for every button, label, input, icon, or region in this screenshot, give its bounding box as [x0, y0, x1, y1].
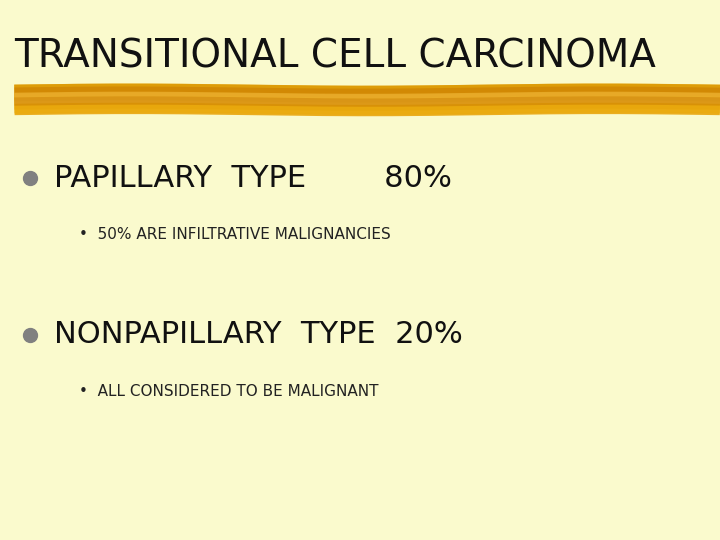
- Text: •  50% ARE INFILTRATIVE MALIGNANCIES: • 50% ARE INFILTRATIVE MALIGNANCIES: [79, 227, 391, 242]
- Text: •  ALL CONSIDERED TO BE MALIGNANT: • ALL CONSIDERED TO BE MALIGNANT: [79, 384, 379, 399]
- Text: NONPAPILLARY  TYPE  20%: NONPAPILLARY TYPE 20%: [54, 320, 463, 349]
- Text: TRANSITIONAL CELL CARCINOMA: TRANSITIONAL CELL CARCINOMA: [14, 38, 656, 76]
- Text: PAPILLARY  TYPE        80%: PAPILLARY TYPE 80%: [54, 164, 452, 193]
